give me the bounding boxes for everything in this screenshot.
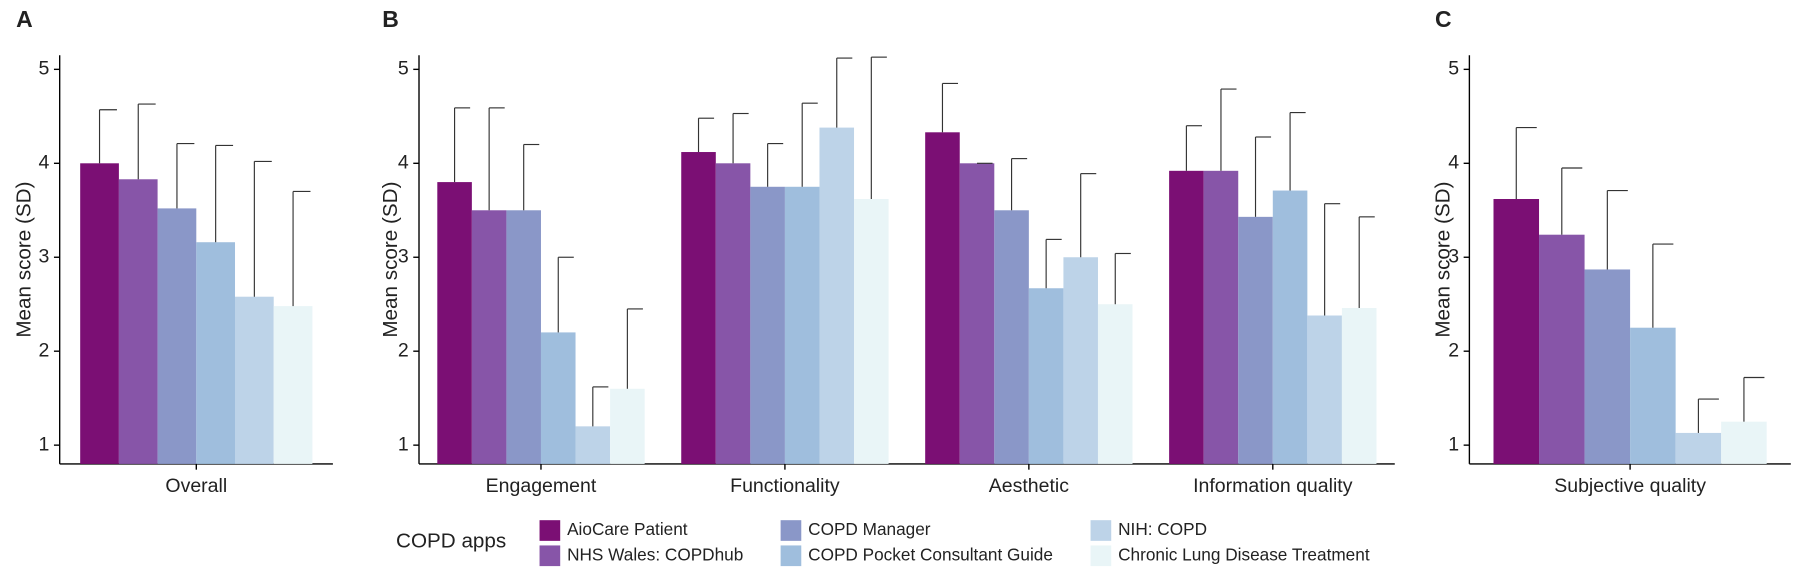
legend-label: AioCare Patient <box>567 519 688 539</box>
bar <box>471 210 507 464</box>
x-tick-label: Information quality <box>1193 475 1353 497</box>
legend-label: COPD Pocket Consultant Guide <box>808 544 1053 564</box>
panel-label: C <box>1435 6 1452 32</box>
bar <box>506 210 541 464</box>
x-tick-label: Subjective quality <box>1554 475 1706 497</box>
x-tick-label: Functionality <box>730 475 840 497</box>
bar <box>925 132 960 464</box>
bar <box>1028 288 1064 464</box>
bar <box>1097 304 1133 464</box>
bar <box>784 186 820 464</box>
bar <box>1721 421 1767 464</box>
legend-swatch <box>780 520 802 541</box>
legend-swatch <box>539 520 561 541</box>
legend-swatch <box>1090 545 1112 567</box>
y-axis-label: Mean score (SD) <box>379 182 402 338</box>
bar <box>1630 327 1676 464</box>
y-tick-label: 4 <box>39 151 50 173</box>
bar <box>1584 269 1631 464</box>
y-tick-label: 3 <box>1448 245 1459 267</box>
bar <box>819 127 855 464</box>
y-axis-label: Mean score (SD) <box>1432 182 1455 338</box>
y-tick-label: 3 <box>398 245 409 267</box>
bar <box>196 242 236 464</box>
y-tick-label: 4 <box>398 151 409 173</box>
bar <box>610 388 645 464</box>
bar <box>715 163 751 464</box>
bar <box>235 296 274 464</box>
legend-title: COPD apps <box>396 529 506 552</box>
bar <box>994 210 1029 464</box>
bar <box>437 182 472 464</box>
bar <box>80 163 119 464</box>
y-tick-label: 1 <box>398 433 409 455</box>
y-tick-label: 1 <box>1448 433 1459 455</box>
legend-label: COPD Manager <box>808 519 931 539</box>
y-tick-label: 5 <box>398 58 409 80</box>
bar <box>157 208 197 464</box>
bar <box>854 199 889 464</box>
bar <box>1341 307 1377 464</box>
bar <box>1238 216 1273 464</box>
bar <box>1203 170 1239 464</box>
y-tick-label: 3 <box>39 245 50 267</box>
y-tick-label: 4 <box>1448 151 1459 173</box>
x-tick-label: Overall <box>165 475 227 497</box>
bar <box>575 426 611 464</box>
y-tick-label: 2 <box>39 339 50 361</box>
bar <box>681 152 716 464</box>
bar <box>959 163 995 464</box>
y-axis-label: Mean score (SD) <box>13 182 36 338</box>
bar <box>1272 190 1308 464</box>
bar <box>1307 315 1342 464</box>
bar <box>118 179 158 464</box>
y-tick-label: 2 <box>1448 339 1459 361</box>
bar <box>1539 234 1585 464</box>
y-tick-label: 2 <box>398 339 409 361</box>
legend-label: Chronic Lung Disease Treatment <box>1118 544 1370 564</box>
legend-swatch <box>539 545 561 567</box>
legend-swatch <box>780 545 802 567</box>
bar <box>1169 170 1204 464</box>
panel-label: B <box>382 6 399 32</box>
bar <box>273 306 313 464</box>
bar <box>1675 432 1722 464</box>
y-tick-label: 5 <box>1448 58 1459 80</box>
legend-label: NHS Wales: COPDhub <box>567 544 743 564</box>
y-tick-label: 1 <box>39 433 50 455</box>
y-tick-label: 5 <box>39 58 50 80</box>
bar <box>1493 199 1540 464</box>
legend-label: NIH: COPD <box>1118 519 1207 539</box>
bar <box>540 332 576 464</box>
x-tick-label: Engagement <box>486 475 597 497</box>
bar <box>750 186 785 464</box>
legend-swatch <box>1090 520 1112 541</box>
x-tick-label: Aesthetic <box>989 475 1069 497</box>
panel-label: A <box>16 6 33 32</box>
bar <box>1063 257 1098 464</box>
